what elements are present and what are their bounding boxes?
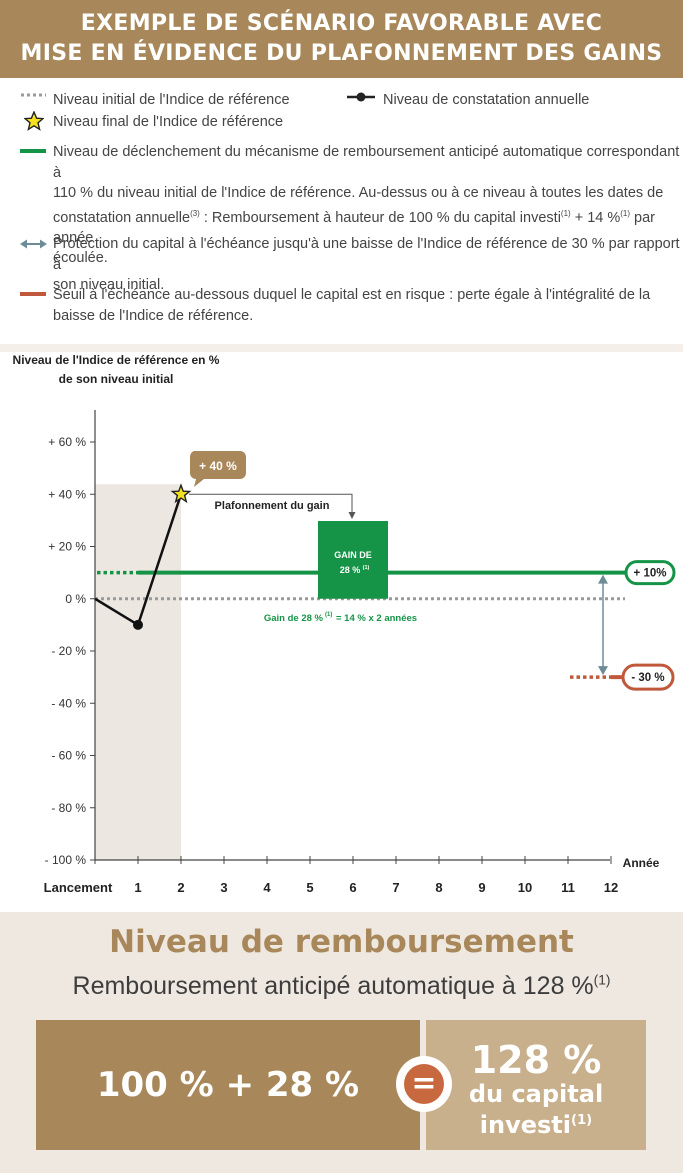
footnote-ref: (1): [620, 208, 630, 218]
legend-trigger-level: Niveau de déclenchement du mécanisme de …: [53, 142, 683, 269]
formula-text: 100 % + 28 %: [96, 1065, 360, 1105]
x-tick-label: 11: [561, 880, 575, 895]
chart-area: Niveau de l'Indice de référence en % de s…: [0, 340, 683, 912]
legend-protection-line2: son niveau initial.: [53, 277, 165, 293]
x-tick-label: Lancement: [44, 880, 113, 895]
threshold-badge: [621, 663, 675, 691]
y-tick-label: - 80 %: [51, 801, 86, 815]
legend-trigger-line3b: : Remboursement à hauteur de 100 % du ca…: [199, 209, 561, 226]
final-value-badge: [189, 451, 246, 487]
formula-box: 100 % + 28 %: [36, 1020, 420, 1150]
x-tick-label: 1: [134, 880, 141, 895]
legend-annual-observation: Niveau de constatation annuelle: [383, 92, 590, 108]
repayment-subtitle-text: Remboursement anticipé automatique à 128…: [72, 972, 594, 1000]
gain-box: [318, 521, 388, 599]
dotted-gray-line-icon: [21, 93, 46, 97]
equals-badge: =: [396, 1056, 452, 1112]
page-header: EXEMPLE DE SCÉNARIO FAVORABLE AVEC MISE …: [0, 0, 683, 78]
y-tick-label: - 20 %: [51, 644, 86, 658]
y-tick-label: - 40 %: [51, 696, 86, 710]
legend-trigger-line4: écoulée.: [53, 250, 108, 267]
x-tick-label: 7: [392, 880, 399, 895]
cap-arrow-head: [348, 512, 356, 519]
footnote-ref: (1): [593, 972, 611, 988]
x-tick-label: 10: [518, 880, 532, 895]
result-value: 128 %: [470, 1038, 602, 1082]
gain-note-b: = 14 % x 2 années: [336, 613, 417, 624]
footnote-ref: (1): [570, 1113, 593, 1128]
gain-box-line1: GAIN DE: [334, 550, 372, 560]
observation-point: [133, 619, 143, 630]
y-tick-label: 0 %: [65, 592, 86, 606]
x-tick-label: 2: [177, 880, 184, 895]
legend-final-level: Niveau final de l'Indice de référence: [53, 114, 284, 130]
final-value-badge-label: + 40 %: [199, 459, 237, 473]
shaded-period: [95, 484, 181, 860]
y-axis-title-line2: de son niveau initial: [59, 372, 174, 386]
legend-protection: Protection du capital à l'échéance jusqu…: [53, 234, 683, 296]
result-line3: investi(1): [426, 1108, 646, 1138]
y-tick-label: + 40 %: [48, 487, 86, 501]
result-line3-text: investi: [479, 1111, 571, 1139]
y-tick-label: + 20 %: [48, 540, 86, 554]
repayment-title: Niveau de remboursement: [109, 924, 574, 960]
cap-bracket: [189, 493, 353, 514]
legend-trigger-line2: 110 % du niveau initial de l'Indice de r…: [53, 185, 664, 201]
legend-initial-level: Niveau initial de l'Indice de référence: [53, 92, 290, 108]
result-box: 128 % du capital investi(1): [426, 1020, 646, 1150]
repayment-section: Niveau de remboursement Remboursement an…: [0, 912, 683, 1173]
legend-protection-line1: Protection du capital à l'échéance jusqu…: [53, 236, 680, 273]
gain-note-sup: (1): [325, 612, 332, 618]
y-axis-title-line1: Niveau de l'Indice de référence en %: [13, 353, 220, 367]
gain-box-sup: (1): [363, 565, 370, 571]
footnote-ref: (3): [190, 208, 200, 218]
repayment-subtitle: Remboursement anticipé automatique à 128…: [0, 972, 683, 1001]
y-tick-label: - 100 %: [45, 853, 87, 867]
double-arrow-icon: [20, 239, 47, 249]
header-title-line2: MISE EN ÉVIDENCE DU PLAFONNEMENT DES GAI…: [20, 41, 663, 66]
footnote-ref: (1): [560, 208, 571, 218]
legend-trigger-line3d: par année: [53, 209, 655, 246]
x-tick-label: 3: [220, 880, 227, 895]
x-axis-title: Année: [623, 856, 660, 870]
legend-trigger-line1: Niveau de déclenchement du mécanisme de …: [53, 144, 680, 181]
x-tick-label: 8: [435, 880, 442, 895]
star-icon: [24, 111, 44, 131]
x-tick-label: 9: [478, 880, 485, 895]
y-tick-label: + 60 %: [48, 435, 86, 449]
legend-trigger-line3a: constatation annuelle: [53, 209, 191, 226]
legend-threshold-line2: baisse de l'Indice de référence.: [53, 307, 254, 324]
red-line-icon: [20, 292, 46, 296]
legend-threshold-line1: Seuil à l'échéance au-dessous duquel le …: [53, 287, 651, 303]
x-tick-label: 12: [604, 880, 618, 895]
trigger-badge-label: + 10%: [634, 568, 667, 580]
legend: Niveau initial de l'Indice de référence …: [0, 78, 683, 340]
legend-trigger-line3: constatation annuelle(3) : Remboursement…: [53, 204, 683, 249]
gain-note-a: Gain de 28 %: [264, 613, 324, 624]
chart-top-band: [0, 344, 683, 352]
x-tick-label: 5: [306, 880, 313, 895]
protection-arrow-head-down: [598, 666, 608, 676]
trigger-badge: [624, 560, 676, 586]
legend-trigger-line3c: + 14 %: [570, 209, 621, 226]
protection-arrow-head-up: [598, 574, 608, 584]
result-line2: du capital: [468, 1080, 604, 1108]
x-tick-label: 6: [349, 880, 356, 895]
cap-label: Plafonnement du gain: [215, 500, 330, 512]
chart: Niveau de l'Indice de référence en % de s…: [0, 344, 683, 895]
header-title-line1: EXEMPLE DE SCÉNARIO FAVORABLE AVEC: [80, 11, 603, 36]
x-tick-label: 4: [263, 880, 271, 895]
gain-box-line2: 28 %: [340, 565, 361, 575]
dot-line-icon: [347, 92, 375, 102]
legend-threshold: Seuil à l'échéance au-dessous duquel le …: [53, 285, 650, 326]
threshold-badge-label: - 30 %: [631, 672, 664, 684]
equals-icon: =: [404, 1064, 444, 1104]
green-line-icon: [20, 149, 46, 153]
y-tick-label: - 60 %: [51, 749, 86, 763]
final-star: [170, 483, 192, 504]
